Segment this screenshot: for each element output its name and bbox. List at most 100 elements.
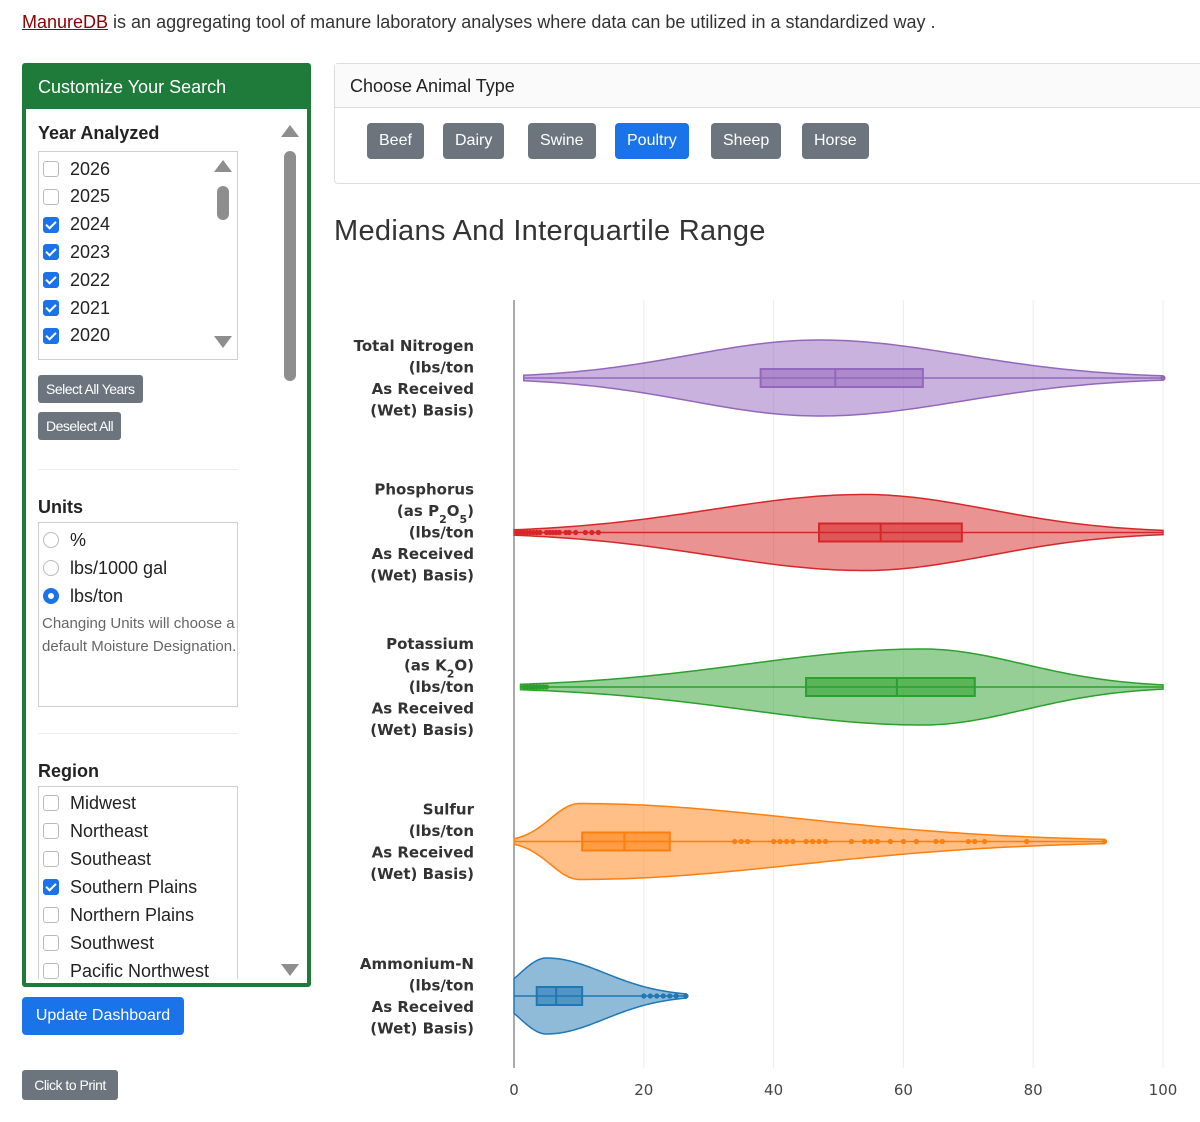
animal-button-poultry[interactable]: Poultry: [615, 123, 689, 159]
option-label: Southern Plains: [70, 876, 198, 897]
checkbox[interactable]: [43, 327, 59, 344]
outlier-point: [900, 838, 907, 845]
y-axis-label: (lbs/ton: [409, 358, 474, 376]
update-dashboard-button[interactable]: Update Dashboard: [22, 997, 184, 1035]
units-note: Changing Units will choose a default Moi…: [42, 615, 237, 655]
scroll-down-icon[interactable]: [281, 964, 299, 976]
scroll-thumb[interactable]: [217, 186, 229, 220]
checkbox[interactable]: [43, 161, 59, 177]
outlier-point: [647, 993, 653, 999]
scroll-up-icon[interactable]: [214, 160, 232, 172]
checkbox-option[interactable]: 2024: [43, 212, 110, 238]
option-label: lbs/1000 gal: [70, 557, 168, 578]
x-tick-label: 20: [634, 1081, 653, 1099]
checkbox-option[interactable]: Southern Plains: [43, 874, 197, 900]
outlier-point: [822, 838, 829, 845]
sidebar-body[interactable]: Year Analyzed 2026 2025 2024 2023 2022 2021 20…: [30, 113, 303, 979]
violin-chart: 0 20 40 60 80 100 Total Nitrogen (lbs/ton As Rec…: [354, 300, 1178, 1099]
checkbox-option[interactable]: Southeast: [43, 846, 151, 872]
checkbox-option[interactable]: Northeast: [43, 818, 148, 844]
outlier-point: [683, 993, 689, 999]
region-heading: Region: [38, 761, 99, 781]
outlier-point: [913, 838, 919, 845]
x-tick-label: 0: [509, 1081, 519, 1099]
outlier-point: [537, 529, 543, 536]
y-axis-label: (lbs/ton: [409, 678, 474, 696]
checkbox-option[interactable]: 2026: [43, 156, 110, 182]
outlier-point: [972, 838, 978, 845]
checkbox[interactable]: [43, 935, 59, 951]
region-listbox[interactable]: Midwest Northeast Southeast Southern Plains…: [38, 786, 238, 979]
sidebar-scrollbar[interactable]: [277, 113, 303, 979]
y-axis-label: (Wet) Basis): [370, 401, 474, 419]
units-box: % lbs/1000 gal lbs/ton: [38, 522, 238, 707]
checkbox-option[interactable]: 2023: [43, 239, 110, 265]
checkbox[interactable]: [43, 963, 59, 979]
checkbox-option[interactable]: 2022: [43, 267, 110, 293]
checkbox[interactable]: [43, 907, 59, 923]
iqr-box: [581, 831, 671, 852]
checkbox[interactable]: [43, 244, 59, 261]
checkbox-option[interactable]: Pacific Northwest: [43, 958, 209, 979]
scroll-down-icon[interactable]: [214, 336, 232, 348]
checkbox-option[interactable]: Midwest: [43, 790, 136, 816]
checkbox[interactable]: [43, 188, 59, 205]
checkbox[interactable]: [43, 300, 59, 316]
animal-button-dairy[interactable]: Dairy: [443, 123, 505, 159]
y-axis-label: (Wet) Basis): [370, 567, 474, 585]
checkbox[interactable]: [43, 272, 59, 289]
animal-button-sheep[interactable]: Sheep: [711, 123, 782, 159]
violin-4: [513, 957, 689, 1035]
checkbox-option[interactable]: 2025: [43, 184, 110, 210]
checkbox-option[interactable]: Northern Plains: [43, 902, 194, 928]
outlier-point: [543, 684, 550, 690]
radio-button[interactable]: [43, 588, 59, 604]
checkbox[interactable]: [43, 879, 59, 895]
intro-text: ManureDB is an aggregating tool of manur…: [22, 12, 936, 33]
outlier-point: [660, 993, 666, 999]
animal-button-horse[interactable]: Horse: [802, 123, 869, 159]
y-axis-label: (Wet) Basis): [370, 721, 474, 739]
scroll-up-icon[interactable]: [281, 125, 299, 137]
violin-1: [513, 493, 1164, 572]
checkbox-option[interactable]: Southwest: [43, 930, 154, 956]
x-tick-label: 60: [894, 1081, 913, 1099]
manuredb-link[interactable]: ManureDB: [22, 12, 109, 32]
radio-button[interactable]: [43, 560, 59, 576]
unit-option[interactable]: lbs/ton: [43, 583, 123, 609]
deselect-all-button[interactable]: Deselect All: [38, 412, 122, 440]
y-axis-label: Phosphorus: [374, 481, 474, 499]
y-axis-label: Ammonium-N: [360, 955, 474, 973]
outlier-point: [771, 838, 777, 845]
checkbox-option[interactable]: 2021: [43, 295, 110, 321]
radio-button[interactable]: [43, 532, 59, 548]
animal-button-swine[interactable]: Swine: [528, 123, 596, 159]
y-axis-label: (Wet) Basis): [370, 865, 474, 883]
checkbox-option[interactable]: 2020: [43, 323, 110, 349]
x-tick-label: 40: [764, 1081, 783, 1099]
outlier-point: [965, 838, 971, 845]
year-scrollbar[interactable]: [213, 158, 233, 353]
checkbox[interactable]: [43, 216, 59, 233]
print-button[interactable]: Click to Print: [22, 1070, 118, 1100]
y-axis-label: As Received: [372, 545, 474, 563]
y-axis-label: As Received: [372, 998, 474, 1016]
outlier-point: [745, 838, 751, 845]
select-all-years-button[interactable]: Select All Years: [38, 375, 143, 403]
checkbox[interactable]: [43, 823, 59, 839]
animal-button-beef[interactable]: Beef: [367, 123, 424, 159]
iqr-box: [805, 677, 976, 697]
option-label: Northeast: [70, 820, 149, 841]
violin-3: [513, 802, 1108, 881]
checkbox[interactable]: [43, 851, 59, 867]
unit-option[interactable]: lbs/1000 gal: [43, 555, 167, 581]
outlier-point: [641, 993, 647, 999]
scroll-thumb[interactable]: [284, 151, 296, 381]
sidebar-title: Customize Your Search: [26, 67, 307, 109]
outlier-point: [654, 993, 660, 999]
checkbox[interactable]: [43, 795, 59, 811]
x-tick-label: 100: [1149, 1081, 1178, 1099]
year-listbox[interactable]: 2026 2025 2024 2023 2022 2021 2020: [38, 151, 238, 360]
unit-option[interactable]: %: [43, 527, 86, 553]
divider: [38, 469, 238, 470]
